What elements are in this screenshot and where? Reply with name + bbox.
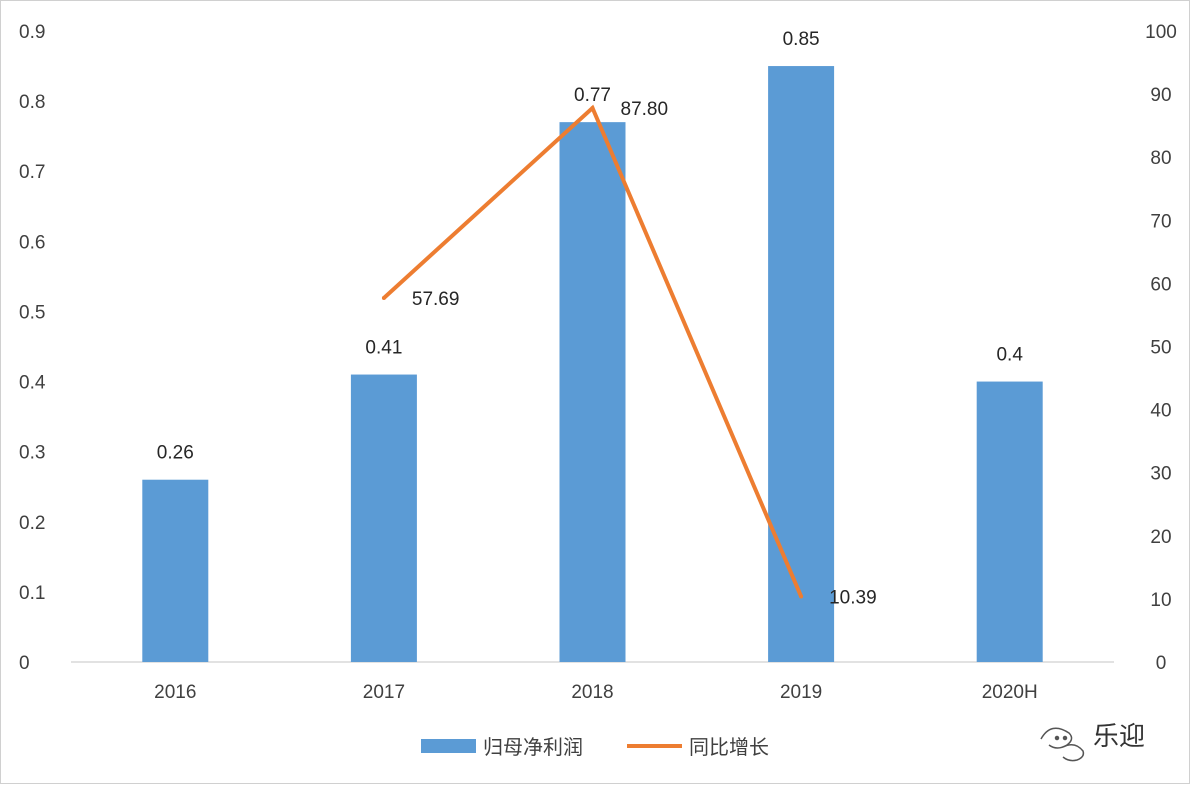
x-tick-label: 2018 bbox=[571, 682, 613, 703]
left-tick-label: 0 bbox=[19, 653, 30, 674]
growth-point bbox=[381, 295, 386, 300]
x-tick-label: 2019 bbox=[780, 682, 822, 703]
bar-value-label: 0.77 bbox=[574, 85, 611, 106]
wechat-logo-icon bbox=[1040, 727, 1085, 762]
bar-value-label: 0.4 bbox=[996, 345, 1023, 366]
right-tick-label: 20 bbox=[1150, 527, 1171, 548]
line-value-label: 87.80 bbox=[621, 99, 669, 120]
legend-label-bar: 归母净利润 bbox=[483, 736, 583, 759]
right-tick-label: 90 bbox=[1150, 85, 1171, 106]
right-tick-label: 70 bbox=[1150, 211, 1171, 232]
watermark-text: 乐迎 bbox=[1093, 722, 1145, 752]
left-tick-label: 0.5 bbox=[19, 302, 45, 323]
legend-label-line: 同比增长 bbox=[689, 736, 769, 759]
legend-swatch-bar bbox=[421, 739, 476, 753]
right-tick-label: 10 bbox=[1150, 590, 1171, 611]
right-tick-label: 30 bbox=[1150, 464, 1171, 485]
line-value-label: 10.39 bbox=[829, 587, 877, 608]
bar bbox=[142, 479, 209, 662]
left-tick-label: 0.8 bbox=[19, 92, 45, 113]
x-tick-label: 2017 bbox=[363, 682, 405, 703]
left-axis-ticks: 0 0.1 0.2 0.3 0.4 0.5 0.6 0.7 0.8 0.9 bbox=[19, 22, 46, 674]
left-tick-label: 0.6 bbox=[19, 232, 45, 253]
line-data-labels: 57.69 87.80 10.39 bbox=[412, 99, 877, 608]
bar bbox=[976, 381, 1043, 662]
bar-value-label: 0.41 bbox=[365, 338, 402, 359]
line-value-label: 57.69 bbox=[412, 289, 460, 310]
right-tick-label: 40 bbox=[1150, 401, 1171, 422]
bar bbox=[768, 66, 835, 663]
left-tick-label: 0.1 bbox=[19, 583, 45, 604]
legend: 归母净利润 同比增长 bbox=[421, 736, 769, 759]
bar bbox=[559, 122, 626, 662]
right-axis-ticks: 0 10 20 30 40 50 60 70 80 90 100 bbox=[1145, 22, 1177, 674]
left-tick-label: 0.3 bbox=[19, 443, 45, 464]
growth-point bbox=[590, 105, 595, 110]
right-tick-label: 80 bbox=[1150, 148, 1171, 169]
bar-series bbox=[142, 66, 1043, 663]
x-axis-ticks: 2016 2017 2018 2019 2020H bbox=[154, 682, 1038, 703]
growth-point bbox=[799, 594, 804, 599]
bar-data-labels: 0.26 0.41 0.77 0.85 0.4 bbox=[157, 29, 1024, 464]
bar-value-label: 0.85 bbox=[783, 29, 820, 50]
right-tick-label: 100 bbox=[1145, 22, 1177, 43]
right-tick-label: 60 bbox=[1150, 274, 1171, 295]
left-tick-label: 0.7 bbox=[19, 162, 45, 183]
bar-value-label: 0.26 bbox=[157, 443, 194, 464]
right-tick-label: 0 bbox=[1156, 653, 1167, 674]
left-tick-label: 0.2 bbox=[19, 513, 45, 534]
left-tick-label: 0.9 bbox=[19, 22, 45, 43]
watermark: 乐迎 bbox=[1040, 722, 1145, 762]
line-series bbox=[381, 104, 804, 599]
x-tick-label: 2020H bbox=[982, 682, 1038, 703]
right-tick-label: 50 bbox=[1150, 338, 1171, 359]
bar bbox=[350, 374, 417, 662]
x-tick-label: 2016 bbox=[154, 682, 196, 703]
left-tick-label: 0.4 bbox=[19, 373, 46, 394]
